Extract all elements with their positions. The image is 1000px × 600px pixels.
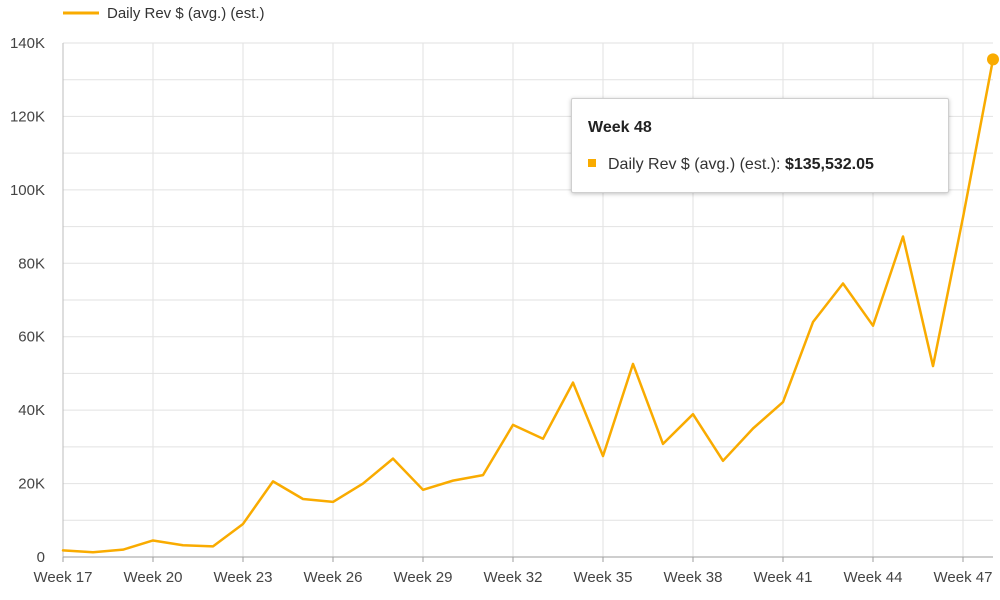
x-axis-ticks: Week 17 Week 20 Week 23 Week 26 Week 29 Week …	[34, 557, 993, 586]
x-tick-label: Week 23	[214, 569, 273, 586]
chart-legend[interactable]: Daily Rev $ (avg.) (est.)	[63, 5, 265, 22]
legend-label: Daily Rev $ (avg.) (est.)	[107, 5, 265, 22]
y-tick-label: 0	[37, 549, 45, 566]
tooltip-row: Daily Rev $ (avg.) (est.): $135,532.05	[588, 156, 874, 174]
y-axis-ticks: 0 20K 40K 60K 80K 100K 120K 140K	[10, 35, 45, 566]
y-tick-label: 20K	[18, 476, 45, 493]
x-tick-label: Week 29	[394, 569, 453, 586]
highlighted-data-point[interactable]	[987, 53, 999, 66]
x-tick-label: Week 26	[304, 569, 363, 586]
x-tick-label: Week 41	[754, 569, 813, 586]
y-tick-label: 100K	[10, 182, 45, 199]
chart-series	[61, 53, 999, 554]
x-tick-label: Week 20	[124, 569, 183, 586]
y-tick-label: 40K	[18, 402, 45, 419]
x-tick-label: Week 17	[34, 569, 93, 586]
x-tick-label: Week 35	[574, 569, 633, 586]
tooltip-series-label: Daily Rev $ (avg.) (est.):	[608, 156, 785, 173]
series-line	[61, 58, 995, 554]
y-tick-label: 80K	[18, 255, 45, 272]
tooltip-swatch	[588, 158, 596, 167]
chart-grid	[63, 42, 993, 557]
y-tick-label: 140K	[10, 35, 45, 52]
y-tick-label: 60K	[18, 329, 45, 346]
chart-axes	[62, 43, 993, 558]
x-tick-label: Week 38	[664, 569, 723, 586]
x-tick-label: Week 44	[844, 569, 903, 586]
tooltip-title: Week 48	[588, 119, 652, 136]
x-tick-label: Week 47	[934, 569, 993, 586]
tooltip-value: $135,532.05	[784, 156, 874, 173]
chart-tooltip: Week 48 Daily Rev $ (avg.) (est.): $135,…	[571, 98, 949, 193]
y-tick-label: 120K	[10, 108, 45, 125]
x-tick-label: Week 32	[484, 569, 543, 586]
